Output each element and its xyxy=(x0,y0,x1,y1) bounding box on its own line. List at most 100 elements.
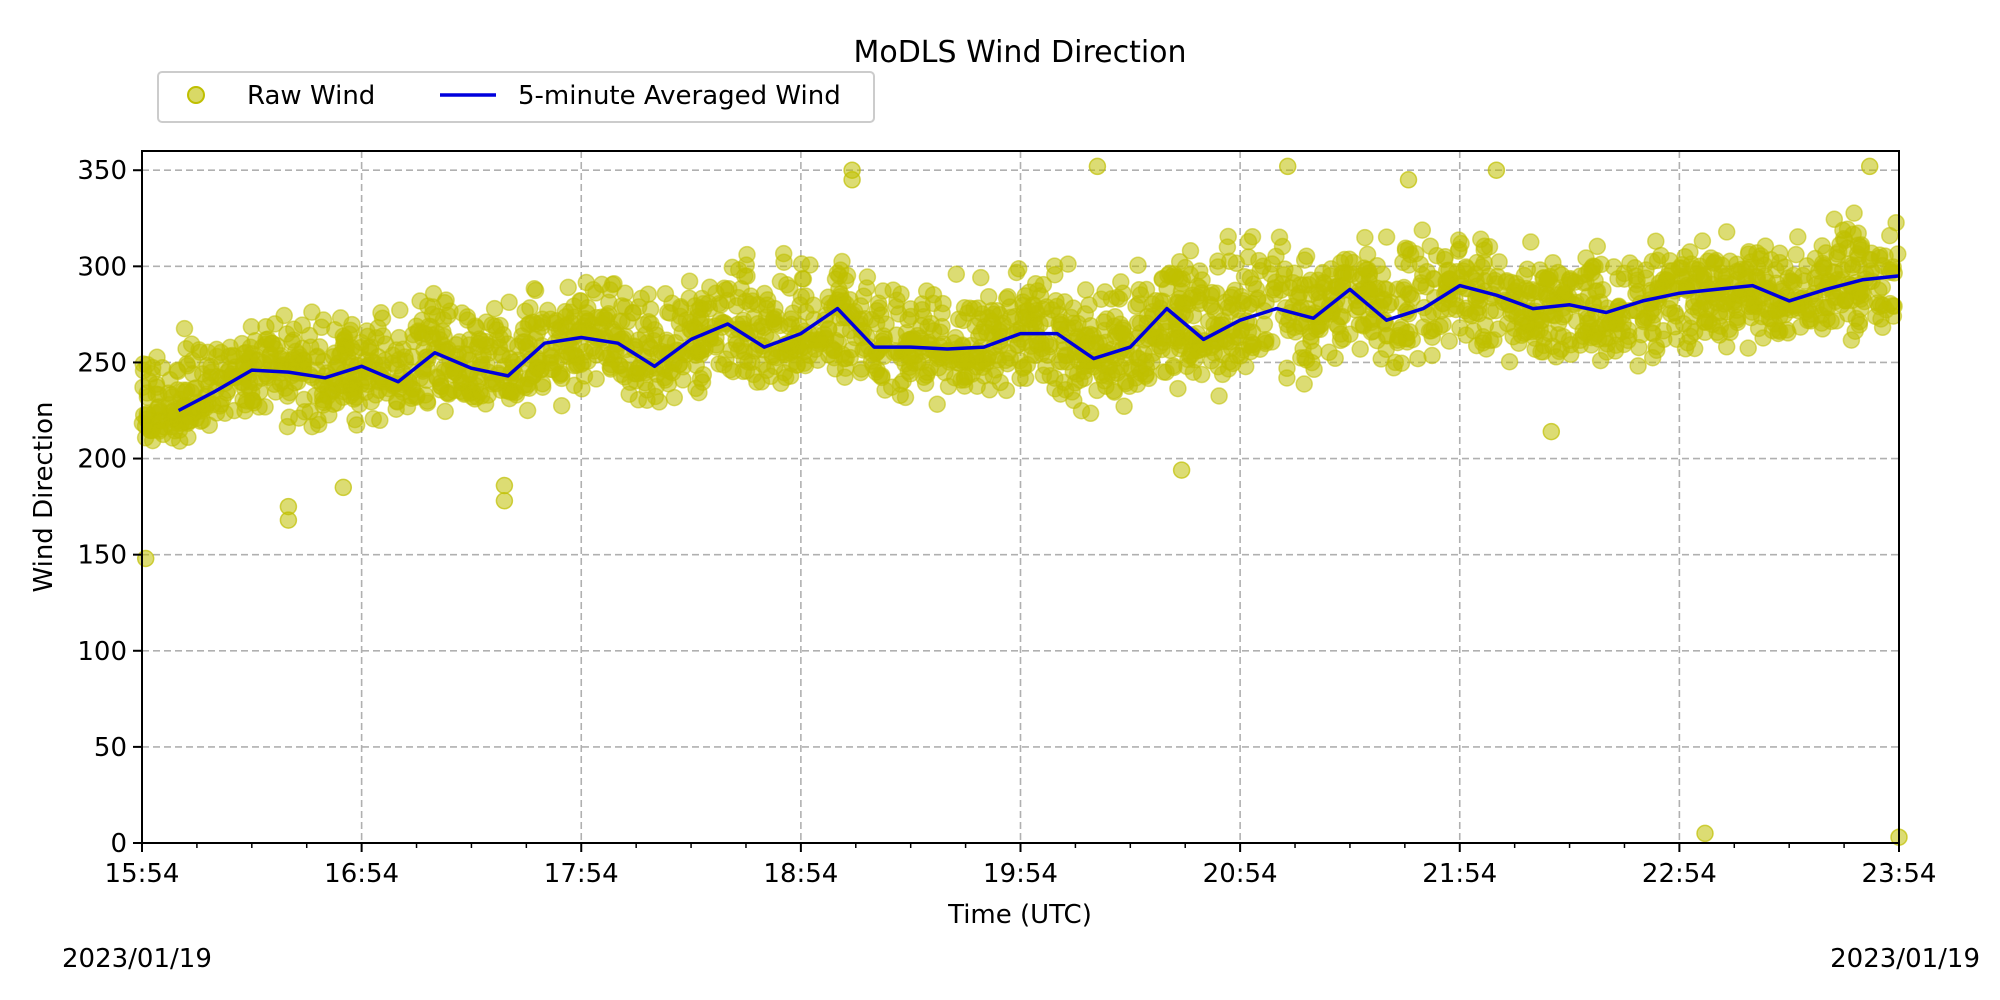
raw-wind-point xyxy=(162,385,181,404)
raw-wind-point xyxy=(1789,228,1807,246)
raw-wind-point xyxy=(198,357,216,375)
raw-wind-point xyxy=(1525,320,1543,339)
x-tick-label: 18:54 xyxy=(763,859,838,889)
raw-wind-point xyxy=(473,387,491,405)
raw-wind-point xyxy=(1834,230,1853,248)
y-tick-label: 100 xyxy=(77,637,127,667)
raw-wind-point xyxy=(1055,373,1073,392)
raw-wind-point xyxy=(1887,213,1905,232)
legend-raw-wind-label: Raw Wind xyxy=(247,81,375,111)
raw-wind-point xyxy=(1767,301,1785,320)
y-tick-label: 350 xyxy=(77,156,127,186)
raw-wind-point xyxy=(1087,335,1105,354)
raw-wind-point xyxy=(836,271,855,290)
raw-wind-point xyxy=(595,309,614,327)
raw-wind-point xyxy=(1756,237,1775,255)
raw-wind-point xyxy=(1787,245,1805,264)
raw-wind-point xyxy=(391,301,409,319)
raw-wind-point xyxy=(892,285,910,303)
raw-wind-outlier xyxy=(1278,157,1297,176)
raw-wind-point xyxy=(1850,316,1869,334)
y-tick-label: 50 xyxy=(94,733,127,763)
raw-wind-point xyxy=(771,316,789,335)
x-tick-label: 23:54 xyxy=(1862,859,1937,889)
raw-wind-point xyxy=(256,398,274,416)
raw-wind-point xyxy=(587,284,605,302)
x-tick-label: 20:54 xyxy=(1203,859,1278,889)
raw-wind-point xyxy=(544,360,562,379)
raw-wind-point xyxy=(521,299,539,317)
raw-wind-point xyxy=(1578,309,1597,327)
raw-wind-point xyxy=(500,293,518,312)
raw-wind-point xyxy=(326,320,344,339)
raw-wind-point xyxy=(761,367,780,386)
raw-wind-point xyxy=(1157,363,1175,381)
raw-wind-point xyxy=(207,340,226,359)
raw-wind-point xyxy=(1243,338,1262,357)
chart-title: MoDLS Wind Direction xyxy=(853,35,1186,70)
raw-wind-point xyxy=(1128,314,1147,332)
x-tick-label: 22:54 xyxy=(1642,859,1717,889)
raw-wind-point xyxy=(766,299,784,318)
raw-wind-point xyxy=(870,366,889,385)
raw-wind-point xyxy=(216,404,234,422)
raw-wind-point xyxy=(200,416,219,435)
raw-wind-outlier xyxy=(334,478,353,497)
raw-wind-point xyxy=(1188,341,1207,360)
legend: Raw Wind 5-minute Averaged Wind xyxy=(157,71,875,123)
raw-wind-outlier xyxy=(495,476,514,495)
raw-wind-point xyxy=(134,355,152,373)
raw-wind-point xyxy=(979,287,998,306)
raw-wind-point xyxy=(345,390,363,408)
raw-wind-point xyxy=(309,415,328,434)
raw-wind-outlier xyxy=(495,492,514,510)
raw-wind-point xyxy=(1770,244,1789,262)
raw-wind-outlier xyxy=(136,549,155,568)
raw-wind-point xyxy=(680,272,699,290)
raw-wind-point xyxy=(1813,320,1832,338)
raw-wind-point xyxy=(1634,312,1653,331)
raw-wind-point xyxy=(134,406,153,424)
start-date-label: 2023/01/19 xyxy=(62,944,212,974)
raw-wind-point xyxy=(605,323,623,341)
x-tick-label: 19:54 xyxy=(983,859,1058,889)
raw-wind-point xyxy=(825,341,843,360)
raw-wind-point xyxy=(184,365,202,383)
raw-wind-point xyxy=(833,252,851,271)
raw-wind-point xyxy=(1683,307,1701,326)
raw-wind-point xyxy=(1115,397,1133,416)
raw-wind-point xyxy=(1629,357,1647,375)
raw-wind-outlier xyxy=(1399,171,1418,189)
raw-wind-point xyxy=(1739,289,1757,307)
raw-wind-point xyxy=(1451,319,1469,337)
x-tick-label: 17:54 xyxy=(544,859,619,889)
raw-wind-outlier xyxy=(843,161,861,179)
raw-wind-point xyxy=(629,391,648,409)
raw-wind-point xyxy=(1037,298,1056,316)
raw-wind-point xyxy=(567,348,586,366)
raw-wind-point xyxy=(390,350,408,369)
raw-wind-point xyxy=(1599,329,1617,347)
raw-wind-point xyxy=(1379,326,1397,345)
raw-wind-point xyxy=(565,327,583,345)
raw-wind-point xyxy=(616,298,634,316)
raw-wind-point xyxy=(1728,311,1746,329)
plot-area xyxy=(133,150,1908,846)
raw-wind-point xyxy=(1490,253,1508,271)
raw-wind-point xyxy=(369,347,387,366)
raw-wind-point xyxy=(797,287,815,305)
raw-wind-point xyxy=(487,321,506,339)
raw-wind-outlier xyxy=(1088,157,1107,176)
raw-wind-point xyxy=(955,371,974,389)
raw-wind-point xyxy=(1709,290,1727,308)
raw-wind-point xyxy=(781,367,800,385)
raw-wind-point xyxy=(1223,295,1241,314)
y-axis-ticks: 0 50 100 150 200 250 300 350 xyxy=(77,156,142,859)
raw-wind-point xyxy=(665,388,684,407)
raw-wind-point xyxy=(1114,284,1132,302)
raw-wind-point xyxy=(374,327,392,345)
raw-wind-point xyxy=(1065,319,1084,337)
raw-wind-point xyxy=(533,314,552,332)
raw-wind-point xyxy=(1647,341,1666,359)
